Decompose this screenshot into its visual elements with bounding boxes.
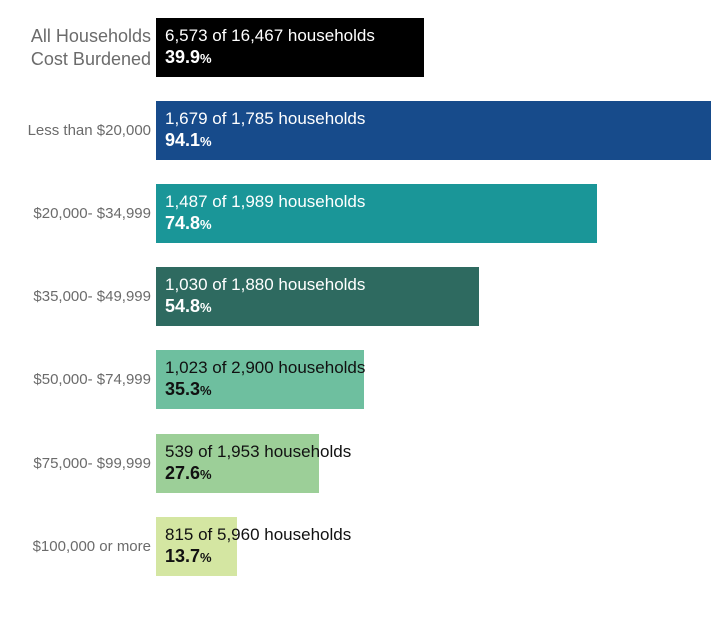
percent-value-label: 35.3% bbox=[165, 378, 365, 402]
category-label-line: $20,000- $34,999 bbox=[33, 204, 151, 222]
household-count-label: 1,487 of 1,989 households bbox=[165, 192, 366, 211]
category-label-line: $50,000- $74,999 bbox=[33, 370, 151, 388]
bar-text-3: 1,030 of 1,880 households 54.8% bbox=[165, 275, 365, 319]
percent-number: 54.8 bbox=[165, 296, 201, 316]
household-count-label: 6,573 of 16,467 households bbox=[165, 26, 375, 45]
percent-value-label: 27.6% bbox=[165, 462, 351, 486]
household-count-label: 539 of 1,953 households bbox=[165, 442, 352, 461]
percent-value-label: 54.8% bbox=[165, 295, 365, 319]
percent-sign: % bbox=[200, 134, 212, 149]
bar-text-0: 6,573 of 16,467 households 39.9% bbox=[165, 26, 375, 70]
percent-value-label: 74.8% bbox=[165, 212, 365, 236]
percent-number: 94.1 bbox=[165, 130, 201, 150]
percent-number: 13.7 bbox=[165, 546, 201, 566]
category-label-0: All Households Cost Burdened bbox=[31, 25, 151, 71]
percent-sign: % bbox=[200, 550, 212, 565]
bar-text-4: 1,023 of 2,900 households 35.3% bbox=[165, 358, 365, 402]
percent-value-label: 94.1% bbox=[165, 129, 365, 153]
bar-4 bbox=[156, 350, 365, 409]
bar-3 bbox=[156, 267, 480, 326]
household-count-label: 1,679 of 1,785 households bbox=[165, 109, 366, 128]
bar-text-5: 539 of 1,953 households 27.6% bbox=[165, 442, 351, 486]
bar-text-1: 1,679 of 1,785 households 94.1% bbox=[165, 109, 365, 153]
category-label-2: $20,000- $34,999 bbox=[33, 203, 151, 225]
percent-value-label: 13.7% bbox=[165, 545, 351, 569]
percent-sign: % bbox=[200, 51, 212, 66]
percent-sign: % bbox=[200, 383, 212, 398]
household-count-label: 1,030 of 1,880 households bbox=[165, 275, 366, 294]
bar-2 bbox=[156, 184, 598, 243]
category-label-line: Cost Burdened bbox=[30, 48, 151, 69]
bar-5 bbox=[156, 434, 319, 493]
bar-0 bbox=[156, 18, 424, 77]
category-label-1: Less than $20,000 bbox=[28, 120, 151, 142]
percent-number: 27.6 bbox=[165, 463, 201, 483]
percent-number: 39.9 bbox=[165, 47, 201, 67]
bar-text-2: 1,487 of 1,989 households 74.8% bbox=[165, 192, 365, 236]
category-label-line: $100,000 or more bbox=[32, 537, 151, 555]
category-label-line: All Households bbox=[30, 25, 151, 46]
category-label-line: $75,000- $99,999 bbox=[33, 454, 151, 472]
category-label-4: $50,000- $74,999 bbox=[33, 369, 151, 391]
percent-number: 35.3 bbox=[165, 379, 201, 399]
bar-6 bbox=[156, 517, 237, 576]
category-label-6: $100,000 or more bbox=[33, 536, 151, 558]
category-label-line: $35,000- $49,999 bbox=[33, 287, 151, 305]
percent-number: 74.8 bbox=[165, 213, 201, 233]
household-count-label: 1,023 of 2,900 households bbox=[165, 358, 366, 377]
category-label-3: $35,000- $49,999 bbox=[33, 286, 151, 308]
percent-value-label: 39.9% bbox=[165, 46, 375, 70]
category-label-line: Less than $20,000 bbox=[27, 121, 151, 139]
percent-sign: % bbox=[200, 217, 212, 232]
percent-sign: % bbox=[200, 300, 212, 315]
bar-1 bbox=[156, 101, 711, 160]
bar-text-6: 815 of 5,960 households 13.7% bbox=[165, 525, 351, 569]
percent-sign: % bbox=[200, 467, 212, 482]
household-count-label: 815 of 5,960 households bbox=[165, 525, 352, 544]
category-label-5: $75,000- $99,999 bbox=[33, 453, 151, 475]
